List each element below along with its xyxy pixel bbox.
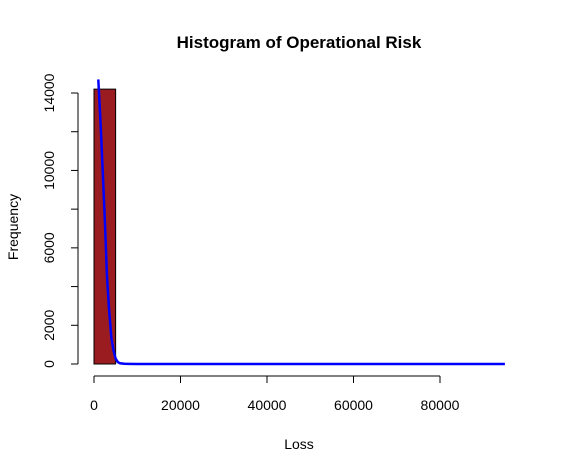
y-tick-label: 14000 [41, 73, 57, 112]
plot-area [93, 79, 505, 366]
x-tick-label: 40000 [248, 397, 287, 413]
x-tick-label: 80000 [421, 397, 460, 413]
x-tick-label: 0 [90, 397, 98, 413]
x-tick-label: 20000 [161, 397, 200, 413]
y-tick-label: 0 [41, 360, 57, 368]
x-axis-label: Loss [284, 436, 314, 452]
y-axis-label: Frequency [5, 194, 21, 260]
chart-title: Histogram of Operational Risk [177, 33, 422, 52]
y-tick-label: 2000 [41, 310, 57, 341]
x-tick-label: 60000 [334, 397, 373, 413]
y-tick-label: 10000 [41, 151, 57, 190]
y-tick-label: 6000 [41, 232, 57, 263]
y-axis: 0 2000 6000 10000 14000 [41, 73, 79, 368]
density-curve [97, 79, 505, 366]
x-axis: 0 20000 40000 60000 80000 [90, 375, 460, 413]
